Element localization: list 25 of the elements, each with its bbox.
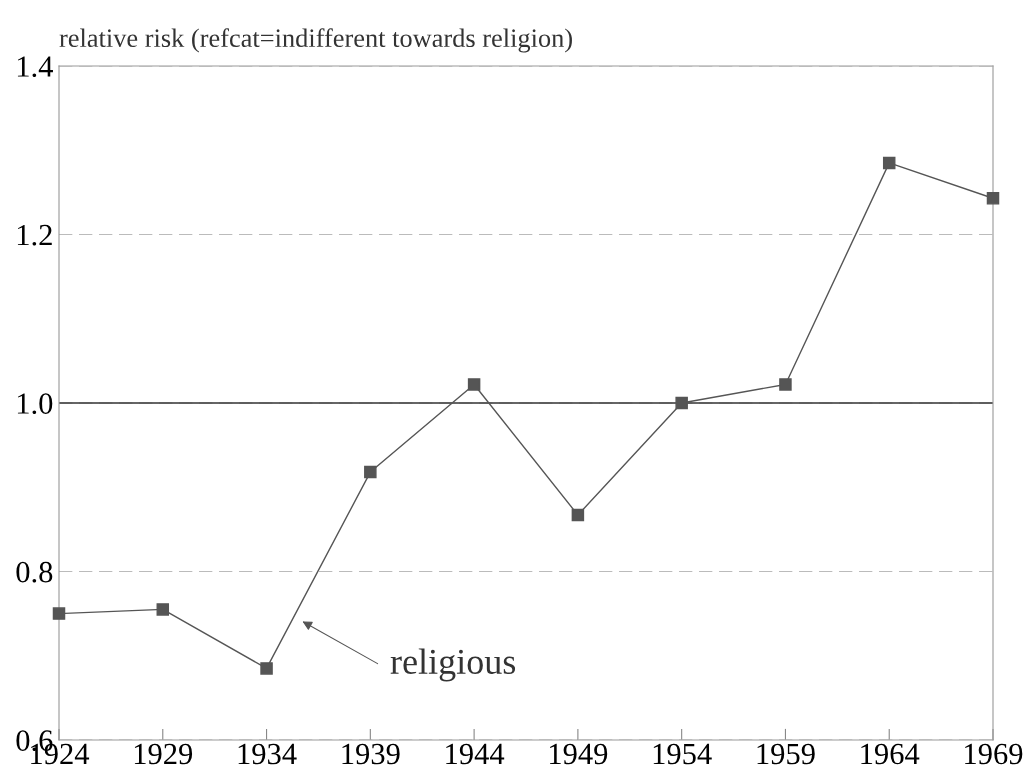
annotation: religious [390, 648, 516, 682]
point [52, 607, 66, 620]
x-tick-label: 1954 [653, 743, 712, 765]
y-axis-title: relative risk (refcat=indifferent towards religion) [59, 28, 572, 53]
x-tick-label: 1964 [861, 743, 920, 765]
x-tick-label: 1934 [238, 743, 297, 765]
x-tick-label: 1939 [342, 743, 400, 765]
point [467, 378, 481, 391]
point [571, 508, 585, 522]
point [156, 603, 170, 616]
x-tick-label: 1949 [550, 743, 608, 765]
point [364, 465, 377, 479]
y-tick-label: 0.8 [16, 561, 53, 583]
y-tick-label: 1.0 [17, 393, 53, 415]
x-tick-label: 1959 [757, 743, 815, 765]
point [675, 396, 688, 410]
point [882, 156, 896, 170]
y-tick-label: 1.4 [17, 56, 53, 78]
x-tick-label: 1944 [446, 743, 505, 765]
x-tick-label: 1969 [965, 743, 1023, 765]
point [779, 378, 792, 391]
y-tick-label: 1.2 [17, 224, 52, 246]
point [986, 192, 1000, 205]
x-tick-label: 1929 [134, 743, 193, 765]
point [260, 662, 273, 675]
